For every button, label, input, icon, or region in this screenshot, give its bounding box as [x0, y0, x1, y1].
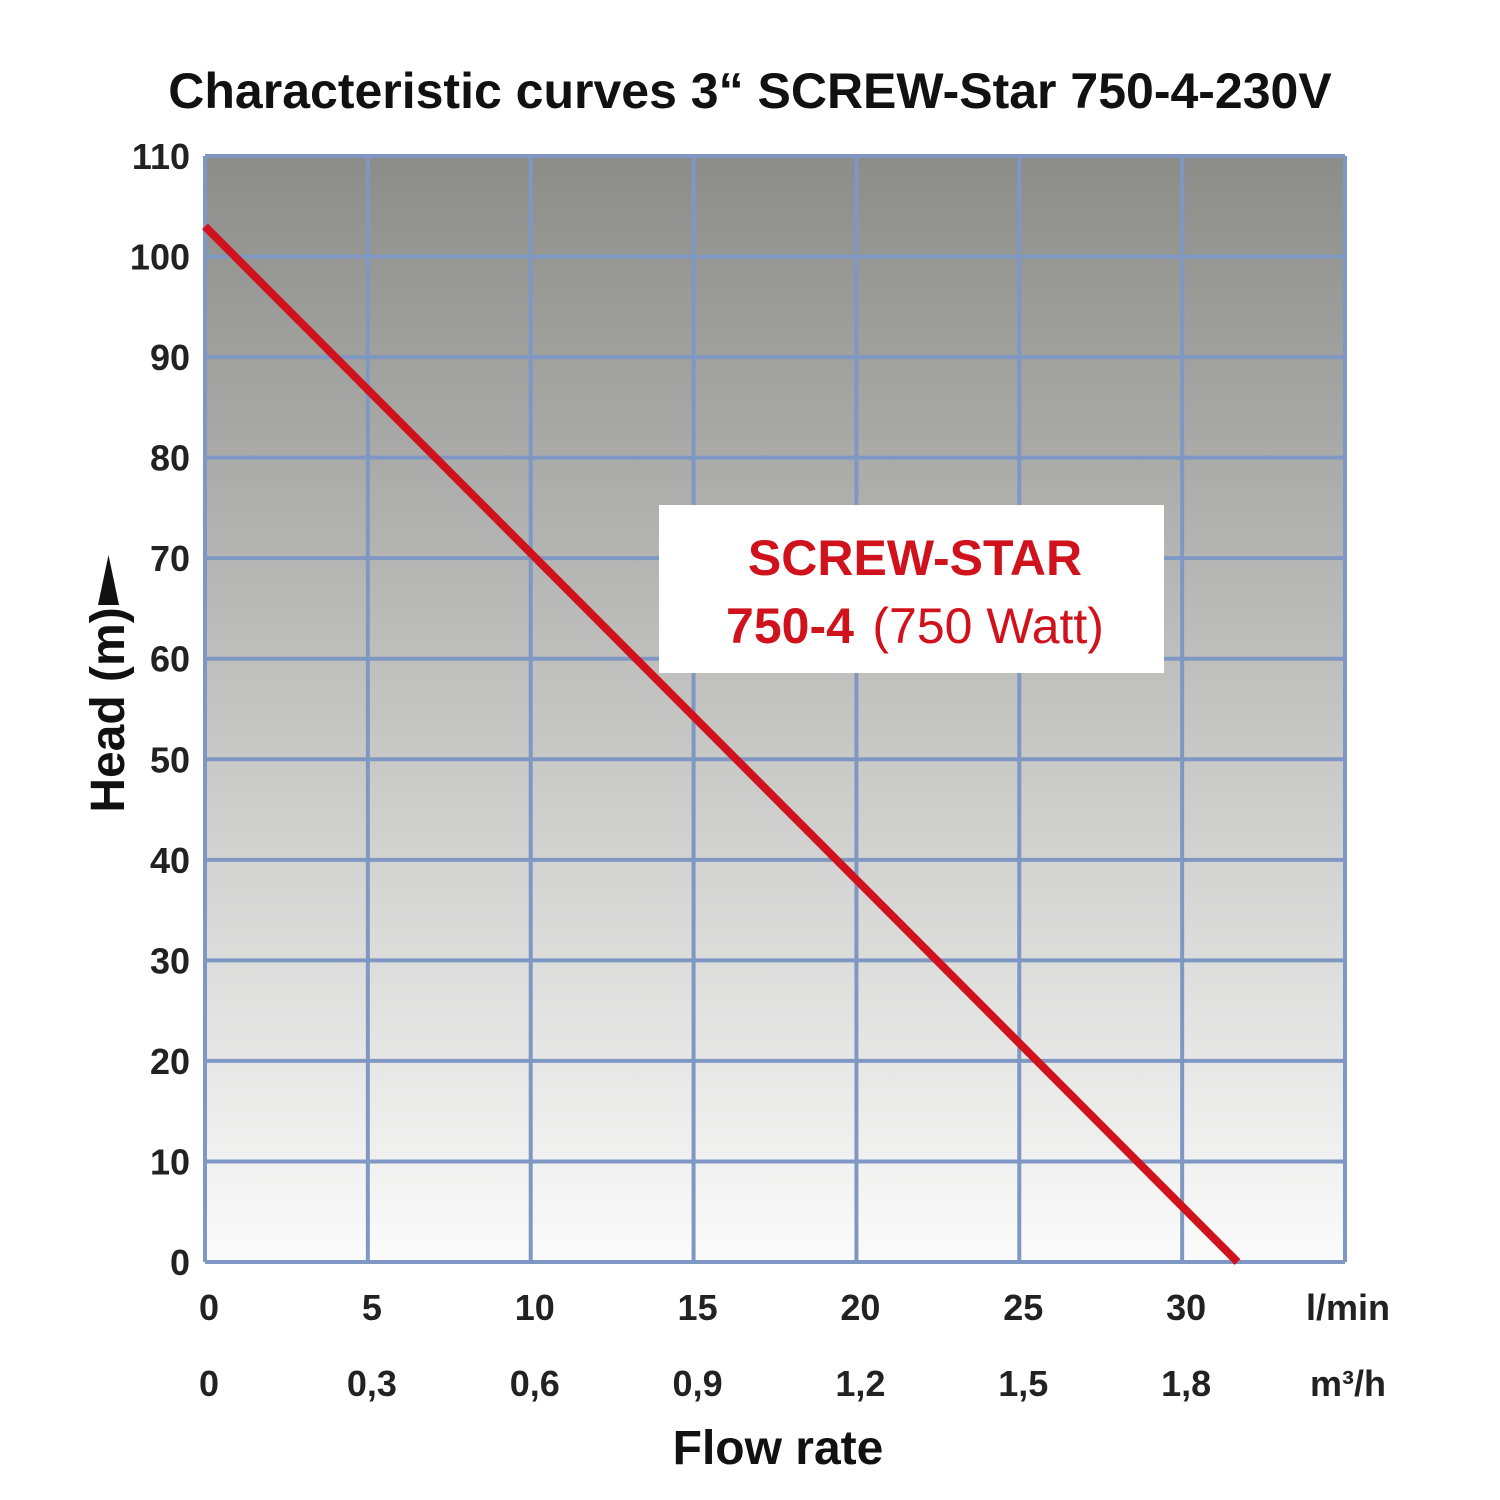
x-axis-ticks: 0 5 10 15 20 25 30 — [199, 1287, 1206, 1328]
y-tick-label: 20 — [150, 1041, 190, 1082]
annotation-subtitle: 750-4 (750 Watt) — [726, 598, 1104, 654]
x-secondary-tick-label: 0,3 — [347, 1363, 397, 1404]
x-secondary-tick-label: 0,9 — [673, 1363, 723, 1404]
y-tick-label: 10 — [150, 1141, 190, 1182]
y-axis-label: Head (m) — [82, 607, 135, 812]
plot-area — [205, 156, 1345, 1262]
x-secondary-tick-label: 1,8 — [1161, 1363, 1211, 1404]
x-axis-secondary-ticks: 0 0,3 0,6 0,9 1,2 1,5 1,8 — [199, 1363, 1211, 1404]
y-tick-label: 50 — [150, 739, 190, 780]
y-axis-label-group: Head (m) — [82, 607, 135, 812]
y-tick-label: 40 — [150, 840, 190, 881]
y-tick-label: 80 — [150, 438, 190, 479]
annotation-model: 750-4 — [726, 598, 854, 654]
annotation-box: SCREW-STAR 750-4 (750 Watt) — [659, 505, 1164, 673]
x-tick-label: 0 — [199, 1287, 219, 1328]
x-tick-label: 20 — [840, 1287, 880, 1328]
x-tick-label: 25 — [1003, 1287, 1043, 1328]
y-axis-ticks: 0 10 20 30 40 50 60 70 80 90 100 110 — [130, 136, 190, 1283]
series-line — [202, 223, 1241, 1265]
y-tick-label: 70 — [150, 538, 190, 579]
series — [202, 223, 1241, 1265]
y-tick-label: 0 — [170, 1242, 190, 1283]
x-secondary-tick-label: 1,5 — [998, 1363, 1048, 1404]
chart-title: Characteristic curves 3“ SCREW-Star 750-… — [168, 63, 1332, 119]
y-tick-label: 90 — [150, 337, 190, 378]
annotation-title: SCREW-STAR — [748, 530, 1082, 586]
y-tick-label: 30 — [150, 940, 190, 981]
x-secondary-tick-label: 1,2 — [835, 1363, 885, 1404]
x-secondary-tick-label: 0,6 — [510, 1363, 560, 1404]
x-axis-label: Flow rate — [673, 1422, 884, 1475]
y-axis-arrow-icon — [98, 555, 119, 605]
y-tick-label: 110 — [132, 136, 190, 177]
x-tick-label: 30 — [1166, 1287, 1206, 1328]
y-tick-label: 100 — [130, 237, 190, 278]
annotation-power: (750 Watt) — [872, 598, 1104, 654]
grid — [203, 154, 1347, 1264]
x-unit-label: l/min — [1306, 1287, 1390, 1328]
x-secondary-unit-label: m³/h — [1310, 1363, 1386, 1404]
x-tick-label: 15 — [678, 1287, 718, 1328]
x-tick-label: 5 — [362, 1287, 382, 1328]
x-secondary-tick-label: 0 — [199, 1363, 219, 1404]
x-tick-label: 10 — [515, 1287, 555, 1328]
y-tick-label: 60 — [150, 639, 190, 680]
